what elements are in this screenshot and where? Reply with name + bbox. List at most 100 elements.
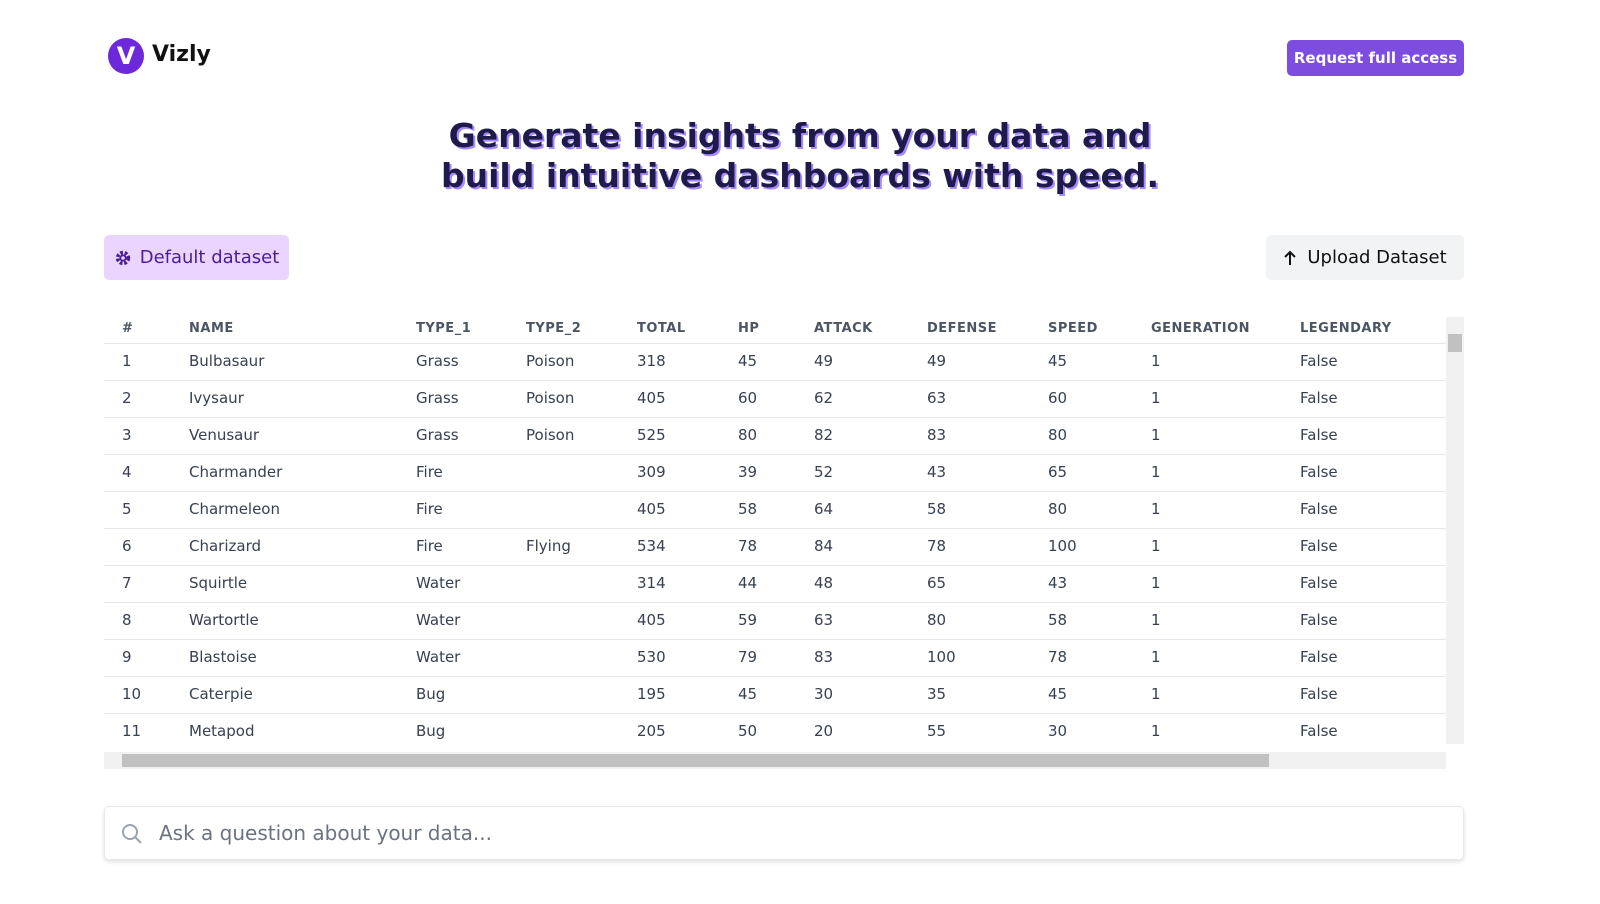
table-cell: Grass: [416, 426, 459, 444]
hero-title: build intuitive dashboards with speed.: [440, 156, 1160, 195]
default-dataset-button[interactable]: Default dataset: [104, 235, 289, 280]
table-cell: 405: [637, 500, 666, 518]
logo-text[interactable]: Vizly: [152, 42, 211, 67]
row-divider: [104, 528, 1446, 529]
table-cell: 1: [1151, 463, 1161, 481]
table-cell: Bug: [416, 722, 446, 740]
row-divider: [104, 713, 1446, 714]
table-cell: 405: [637, 389, 666, 407]
table-cell: 8: [122, 611, 132, 629]
gear-icon: [115, 250, 130, 265]
table-cell: Caterpie: [189, 685, 253, 703]
column-header: SPEED: [1048, 321, 1098, 336]
table-cell: Bulbasaur: [189, 352, 265, 370]
upload-button[interactable]: Upload Dataset: [1266, 235, 1464, 280]
table-cell: Fire: [416, 500, 443, 518]
table-cell: Squirtle: [189, 574, 248, 592]
table-cell: Fire: [416, 463, 443, 481]
table-cell: 45: [1048, 352, 1068, 370]
table-cell: Charmander: [189, 463, 283, 481]
table-cell: Flying: [526, 537, 571, 555]
column-header: NAME: [189, 321, 234, 336]
column-header: #: [122, 321, 134, 336]
arrow-icon: [1284, 250, 1297, 265]
table-cell: 60: [1048, 389, 1068, 407]
table-cell: 1: [1151, 426, 1161, 444]
table-cell: False: [1300, 426, 1338, 444]
table-cell: 39: [738, 463, 758, 481]
table-cell: 60: [738, 389, 758, 407]
row-divider: [104, 454, 1446, 455]
table-cell: Water: [416, 574, 461, 592]
row-divider: [104, 565, 1446, 566]
table-cell: 1: [1151, 648, 1161, 666]
table-cell: 44: [738, 574, 758, 592]
logo-icon[interactable]: V: [108, 38, 144, 74]
column-header: LEGENDARY: [1300, 321, 1392, 336]
table-cell: 7: [122, 574, 132, 592]
table-cell: 78: [927, 537, 947, 555]
table-cell: 80: [927, 611, 947, 629]
scroll-thumb[interactable]: [1448, 334, 1462, 352]
table-cell: 35: [927, 685, 947, 703]
search-icon: [122, 824, 142, 844]
table-cell: 62: [814, 389, 834, 407]
table-cell: 1: [1151, 500, 1161, 518]
table-cell: 63: [814, 611, 834, 629]
search-placeholder[interactable]: Ask a question about your data...: [159, 821, 492, 845]
table-cell: 405: [637, 611, 666, 629]
scroll-thumb[interactable]: [122, 754, 1269, 767]
table-cell: Blastoise: [189, 648, 257, 666]
table-cell: Water: [416, 648, 461, 666]
table-cell: 83: [927, 426, 947, 444]
table-cell: Charmeleon: [189, 500, 280, 518]
table-cell: 84: [814, 537, 834, 555]
table-cell: Venusaur: [189, 426, 260, 444]
column-header: DEFENSE: [927, 321, 998, 336]
table-cell: 43: [1048, 574, 1068, 592]
table-cell: 82: [814, 426, 834, 444]
row-divider: [104, 491, 1446, 492]
table-cell: 49: [814, 352, 834, 370]
table-cell: False: [1300, 611, 1338, 629]
table-cell: 10: [122, 685, 142, 703]
table-cell: 314: [637, 574, 666, 592]
table-cell: 1: [1151, 611, 1161, 629]
table-cell: False: [1300, 574, 1338, 592]
request-access-button[interactable]: Request full access: [1287, 40, 1464, 76]
table-cell: False: [1300, 722, 1338, 740]
hero-title: Generate insights from your data and: [448, 116, 1152, 155]
table-cell: 30: [814, 685, 834, 703]
table-cell: 48: [814, 574, 834, 592]
table-cell: 59: [738, 611, 758, 629]
table-cell: 4: [122, 463, 132, 481]
table-cell: 100: [927, 648, 956, 666]
table-cell: 52: [814, 463, 834, 481]
table-cell: False: [1300, 685, 1338, 703]
h-scrollbar[interactable]: [104, 752, 1446, 769]
table-cell: 58: [1048, 611, 1068, 629]
table-cell: 45: [738, 685, 758, 703]
table-cell: 195: [637, 685, 666, 703]
table-cell: 78: [738, 537, 758, 555]
table-cell: 1: [122, 352, 132, 370]
table-cell: 534: [637, 537, 666, 555]
table-cell: 6: [122, 537, 132, 555]
column-header: HP: [738, 321, 760, 336]
search-box[interactable]: Ask a question about your data...: [104, 806, 1464, 860]
table-cell: Grass: [416, 389, 459, 407]
table-cell: Metapod: [189, 722, 255, 740]
table-cell: Poison: [526, 389, 575, 407]
column-header: GENERATION: [1151, 321, 1251, 336]
table-cell: Grass: [416, 352, 459, 370]
table-cell: False: [1300, 463, 1338, 481]
table-cell: 80: [1048, 500, 1068, 518]
table-cell: 65: [1048, 463, 1068, 481]
column-header: ATTACK: [814, 321, 873, 336]
table-cell: 11: [122, 722, 142, 740]
column-header: TYPE_1: [416, 321, 472, 336]
v-scrollbar[interactable]: [1446, 317, 1464, 744]
row-divider: [104, 602, 1446, 603]
table-cell: 1: [1151, 722, 1161, 740]
table-cell: Ivysaur: [189, 389, 244, 407]
